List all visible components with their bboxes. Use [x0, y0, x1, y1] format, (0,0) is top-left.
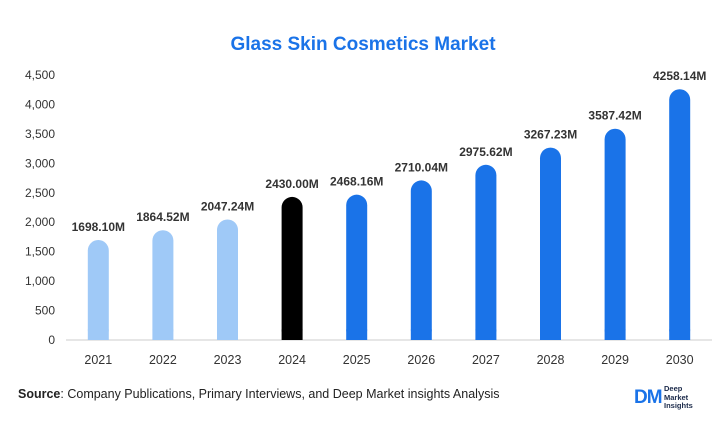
bar: [410, 180, 432, 340]
x-tick-label: 2021: [84, 353, 112, 367]
x-tick-label: 2022: [149, 353, 177, 367]
logo-line-1: Deep: [664, 384, 683, 393]
data-label: 2710.04M: [395, 160, 448, 174]
bar-base: [217, 329, 238, 340]
y-tick-label: 2,000: [25, 215, 55, 229]
bar-base: [87, 329, 109, 340]
x-tick-label: 2026: [407, 353, 435, 367]
y-tick-label: 3,500: [25, 127, 55, 141]
bar-base: [152, 329, 174, 340]
data-label: 2468.16M: [330, 175, 383, 189]
y-tick-label: 3,000: [25, 156, 55, 170]
logo-text: Deep Market Insights: [664, 384, 693, 411]
y-tick-label: 1,000: [25, 274, 55, 288]
data-label: 1698.10M: [72, 220, 125, 234]
source-text: : Company Publications, Primary Intervie…: [60, 387, 500, 401]
bar: [604, 128, 626, 340]
data-label: 3587.42M: [588, 109, 641, 123]
bar: [281, 196, 303, 340]
y-tick-label: 4,500: [25, 68, 55, 82]
bar: [540, 147, 561, 340]
bar: [475, 164, 497, 340]
logo-line-2: Market: [664, 392, 689, 402]
bar: [346, 194, 368, 340]
x-tick-label: 2025: [343, 353, 371, 367]
data-label: 2975.62M: [459, 145, 512, 159]
bar-base: [410, 329, 432, 340]
bar: [152, 230, 174, 340]
bar-base: [346, 329, 368, 340]
x-tick-label: 2028: [537, 353, 565, 367]
company-logo: DM Deep Market Insights: [634, 384, 718, 411]
bar-chart: 0 500 1,000 1,500 2,000 2,500 3,000 3,500 4,000 4…: [25, 68, 712, 367]
y-tick-label: 1,500: [25, 245, 55, 259]
x-tick-label: 2027: [472, 353, 500, 367]
source-note: Source: Company Publications, Primary In…: [18, 387, 499, 401]
x-tick-label: 2024: [278, 353, 306, 367]
bar: [87, 240, 109, 340]
x-tick-label: 2030: [666, 353, 694, 367]
bar-base: [475, 329, 497, 340]
x-tick-label: 2023: [214, 353, 242, 367]
bar-base: [281, 329, 303, 340]
bar: [217, 219, 238, 340]
data-label: 2047.24M: [201, 199, 254, 213]
data-label: 2430.00M: [265, 177, 318, 191]
logo-mark: DM: [634, 387, 663, 408]
data-label: 3267.23M: [524, 128, 577, 142]
y-tick-label: 0: [48, 333, 55, 347]
bar-base: [604, 329, 626, 340]
chart-title: Glass Skin Cosmetics Market: [230, 34, 496, 55]
data-label: 1864.52M: [136, 210, 189, 224]
bar: [669, 89, 691, 341]
data-label: 4258.14M: [653, 69, 706, 83]
y-tick-label: 500: [35, 304, 55, 318]
source-label: Source: [18, 387, 61, 401]
bar-base: [540, 329, 561, 340]
logo-line-3: Insights: [664, 401, 693, 410]
x-tick-label: 2029: [601, 353, 629, 367]
y-tick-label: 2,500: [25, 186, 55, 200]
y-tick-label: 4,000: [25, 97, 55, 111]
bar-base: [669, 329, 691, 340]
